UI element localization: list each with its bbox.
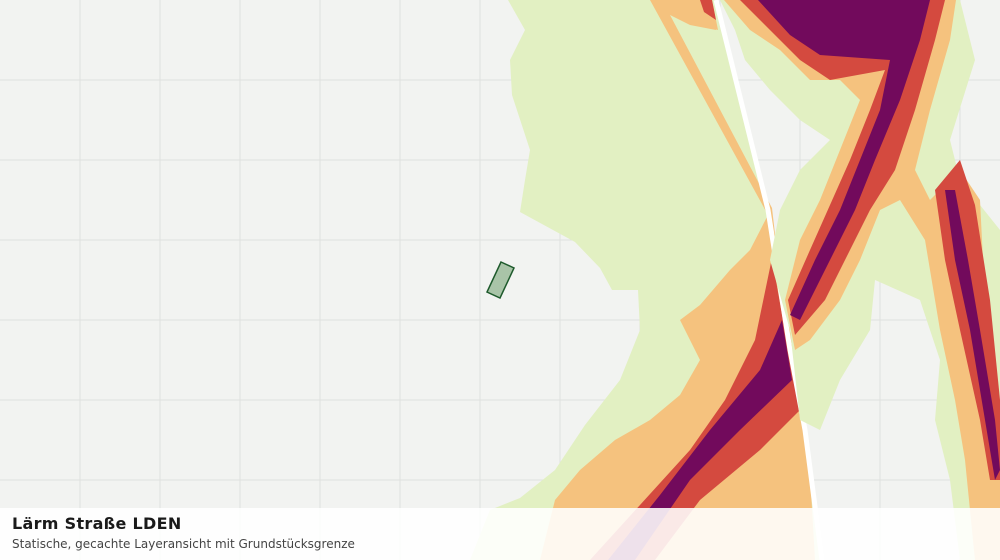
layer-title: Lärm Straße LDEN (12, 514, 182, 533)
caption-bar: Lärm Straße LDEN Statische, gecachte Lay… (0, 508, 1000, 560)
noise-zone-mid-top (650, 0, 718, 30)
noise-zone-high-top (700, 0, 716, 20)
road (713, 0, 825, 560)
noise-zone-very-high-right-2 (945, 190, 1000, 480)
layer-subtitle: Statische, gecachte Layeransicht mit Gru… (12, 537, 355, 551)
noise-zone-very-high (608, 320, 792, 560)
parcel-boundary (486, 261, 515, 299)
noise-zone-mid-right (724, 0, 1000, 560)
noise-zone-very-high-right (758, 0, 930, 320)
noise-zone-low-right (720, 0, 1000, 560)
